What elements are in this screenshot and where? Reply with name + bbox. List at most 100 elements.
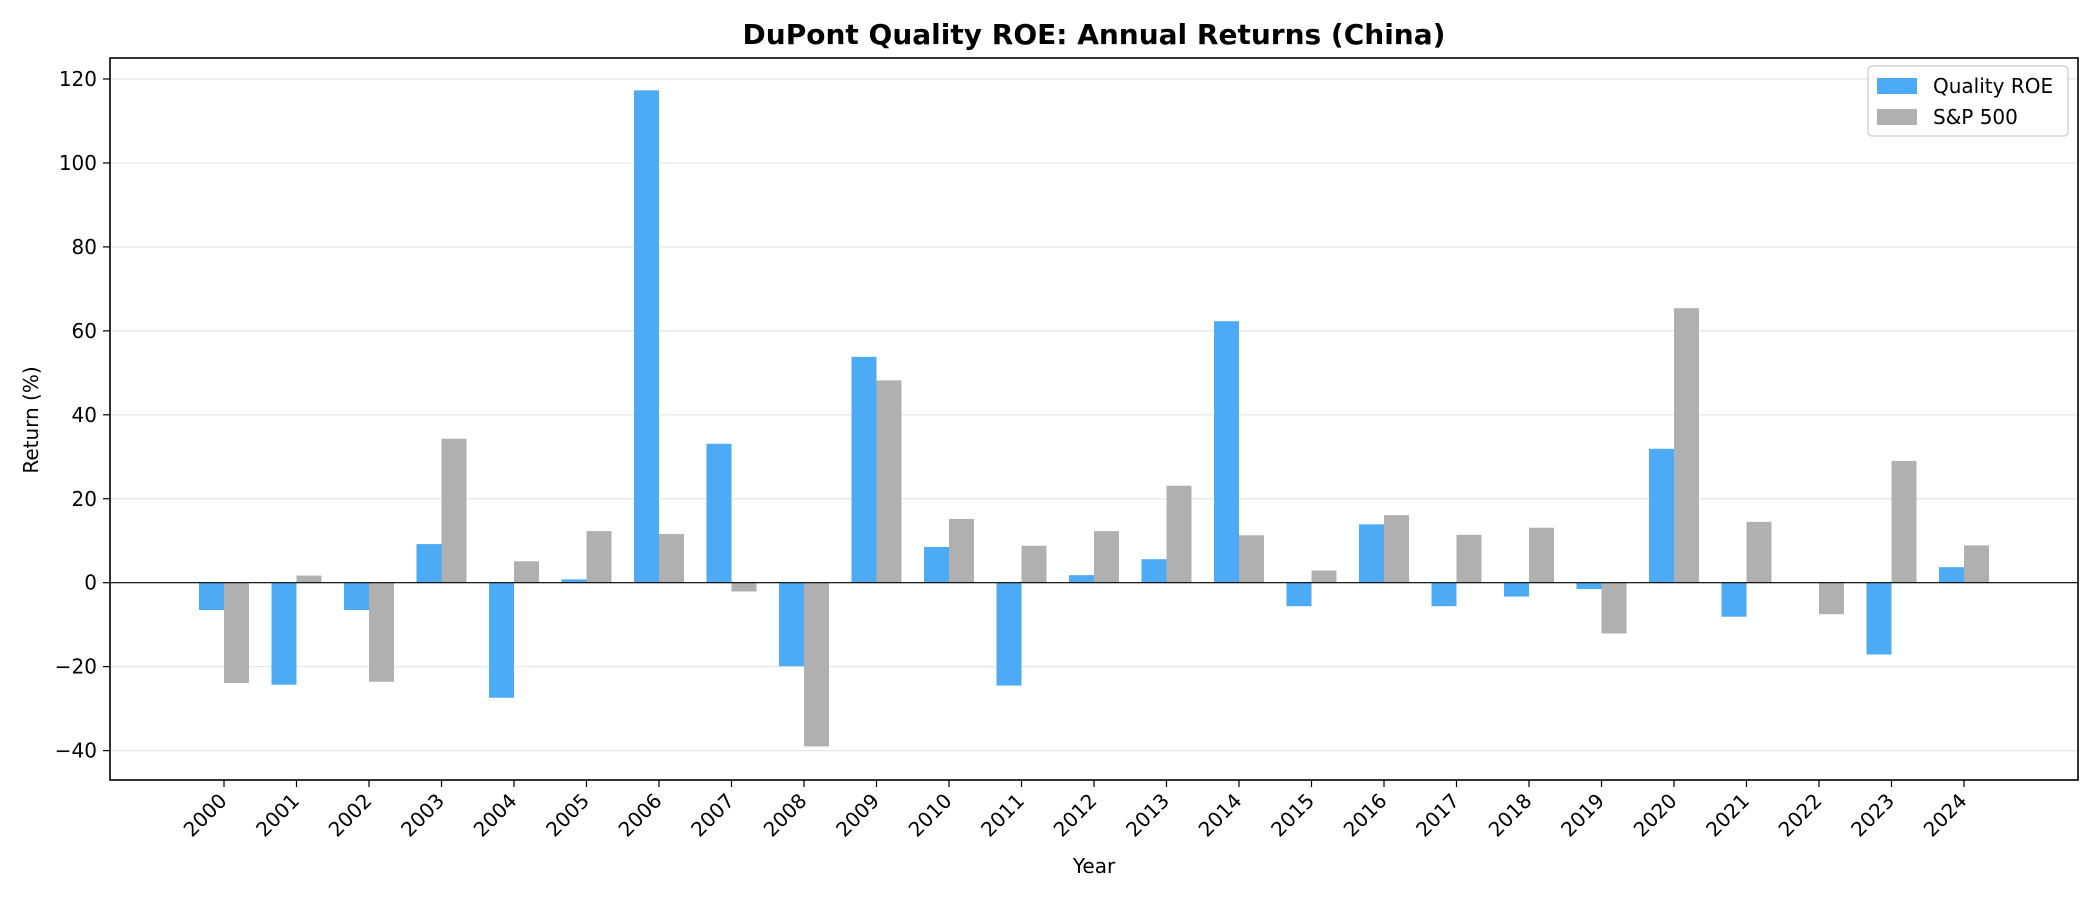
- x-tick-label: 2001: [251, 789, 304, 842]
- bar-quality-roe-2010: [924, 547, 949, 583]
- bar-quality-roe-2019: [1576, 582, 1602, 590]
- x-tick-label: 2015: [1266, 789, 1319, 842]
- x-tick-label: 2021: [1701, 789, 1754, 842]
- y-tick-label: −20: [55, 655, 97, 679]
- y-axis-label: Return (%): [19, 366, 43, 473]
- x-tick-label: 2011: [976, 789, 1029, 842]
- x-tick-label: 2005: [541, 789, 594, 842]
- y-tick-label: 20: [72, 487, 97, 511]
- bar-sp500-2014: [1239, 535, 1264, 583]
- bar-quality-roe-2016: [1359, 524, 1384, 583]
- legend-label: S&P 500: [1933, 105, 2018, 129]
- y-tick-label: 80: [72, 235, 97, 259]
- x-tick-label: 2012: [1049, 789, 1102, 842]
- bar-quality-roe-2015: [1286, 582, 1312, 607]
- x-tick-label: 2010: [904, 789, 957, 842]
- bar-sp500-2022: [1819, 582, 1844, 615]
- bar-sp500-2007: [731, 582, 757, 592]
- x-tick-label: 2014: [1194, 789, 1247, 842]
- bar-sp500-2024: [1964, 545, 1989, 583]
- bar-quality-roe-2001: [271, 582, 297, 685]
- x-tick-label: 2004: [469, 789, 522, 842]
- x-tick-label: 2023: [1846, 789, 1899, 842]
- bar-quality-roe-2008: [779, 582, 804, 667]
- y-tick-label: 40: [72, 403, 97, 427]
- bar-quality-roe-2011: [996, 582, 1022, 686]
- chart-title: DuPont Quality ROE: Annual Returns (Chin…: [743, 18, 1446, 51]
- x-tick-label: 2007: [686, 789, 739, 842]
- bar-quality-roe-2024: [1939, 567, 1964, 583]
- bar-sp500-2011: [1021, 545, 1047, 583]
- bar-sp500-2012: [1094, 531, 1119, 583]
- bar-quality-roe-2018: [1504, 582, 1529, 597]
- bar-sp500-2002: [369, 582, 394, 682]
- x-axis-ticks: 2000 2001 2002 2003 2004 2005 2006 2007 2008 2009…: [179, 780, 1972, 842]
- axes: [109, 57, 2079, 781]
- legend-swatch: [1877, 109, 1917, 125]
- bar-quality-roe-2017: [1431, 582, 1457, 607]
- bar-quality-roe-2014: [1214, 321, 1239, 583]
- plot-frame: [109, 57, 2079, 781]
- x-tick-label: 2018: [1484, 789, 1537, 842]
- bar-sp500-2010: [949, 518, 974, 583]
- legend: Quality ROE S&P 500: [1867, 65, 2069, 137]
- x-tick-label: 2002: [324, 789, 377, 842]
- x-tick-label: 2016: [1339, 789, 1392, 842]
- bars: [199, 90, 1989, 747]
- bar-quality-roe-2023: [1866, 582, 1892, 655]
- x-tick-label: 2024: [1919, 789, 1972, 842]
- legend-swatch: [1877, 78, 1917, 94]
- bar-quality-roe-2005: [561, 579, 587, 583]
- bar-sp500-2001: [296, 575, 322, 583]
- bar-quality-roe-2003: [416, 544, 442, 583]
- x-tick-label: 2019: [1556, 789, 1609, 842]
- bar-sp500-2008: [804, 582, 829, 747]
- bar-sp500-2020: [1674, 308, 1699, 583]
- y-tick-label: 120: [59, 67, 97, 91]
- x-tick-label: 2013: [1121, 789, 1174, 842]
- y-tick-label: −40: [55, 739, 97, 763]
- bar-quality-roe-2004: [489, 582, 514, 698]
- y-axis-ticks: −40 −20 0 20 40 60 80 100 120: [55, 67, 110, 763]
- x-tick-label: 2020: [1629, 789, 1682, 842]
- bar-quality-roe-2013: [1141, 559, 1167, 583]
- x-tick-label: 2003: [396, 789, 449, 842]
- bar-quality-roe-2009: [851, 356, 877, 583]
- legend-box: [1867, 65, 2069, 137]
- bar-sp500-2013: [1166, 485, 1192, 583]
- y-tick-label: 60: [72, 319, 97, 343]
- bar-sp500-2000: [224, 582, 249, 684]
- y-tick-label: 0: [84, 571, 97, 595]
- bar-quality-roe-2020: [1649, 448, 1674, 583]
- bar-sp500-2019: [1601, 582, 1627, 634]
- x-tick-label: 2009: [831, 789, 884, 842]
- x-axis-label: Year: [1072, 854, 1116, 878]
- bar-quality-roe-2007: [706, 443, 732, 583]
- bar-sp500-2021: [1746, 521, 1772, 583]
- bar-quality-roe-2012: [1069, 575, 1094, 583]
- x-tick-label: 2006: [614, 789, 667, 842]
- bar-sp500-2023: [1891, 460, 1917, 583]
- x-tick-label: 2000: [179, 789, 232, 842]
- y-tick-label: 100: [59, 151, 97, 175]
- bar-sp500-2009: [876, 380, 902, 583]
- bar-sp500-2003: [441, 438, 467, 583]
- grid-lines: [110, 78, 2078, 752]
- bar-sp500-2004: [514, 561, 539, 583]
- bar-sp500-2005: [586, 531, 612, 583]
- bar-sp500-2016: [1384, 515, 1409, 583]
- bar-quality-roe-2021: [1721, 582, 1747, 617]
- bar-sp500-2018: [1529, 527, 1554, 583]
- x-tick-label: 2008: [759, 789, 812, 842]
- x-tick-label: 2017: [1411, 789, 1464, 842]
- bar-sp500-2006: [659, 534, 684, 583]
- bar-quality-roe-2006: [634, 90, 659, 583]
- x-tick-label: 2022: [1774, 789, 1827, 842]
- legend-label: Quality ROE: [1933, 74, 2053, 98]
- bar-sp500-2015: [1311, 570, 1337, 583]
- bar-quality-roe-2000: [199, 582, 224, 610]
- bar-quality-roe-2002: [344, 582, 369, 610]
- bar-sp500-2017: [1456, 534, 1482, 583]
